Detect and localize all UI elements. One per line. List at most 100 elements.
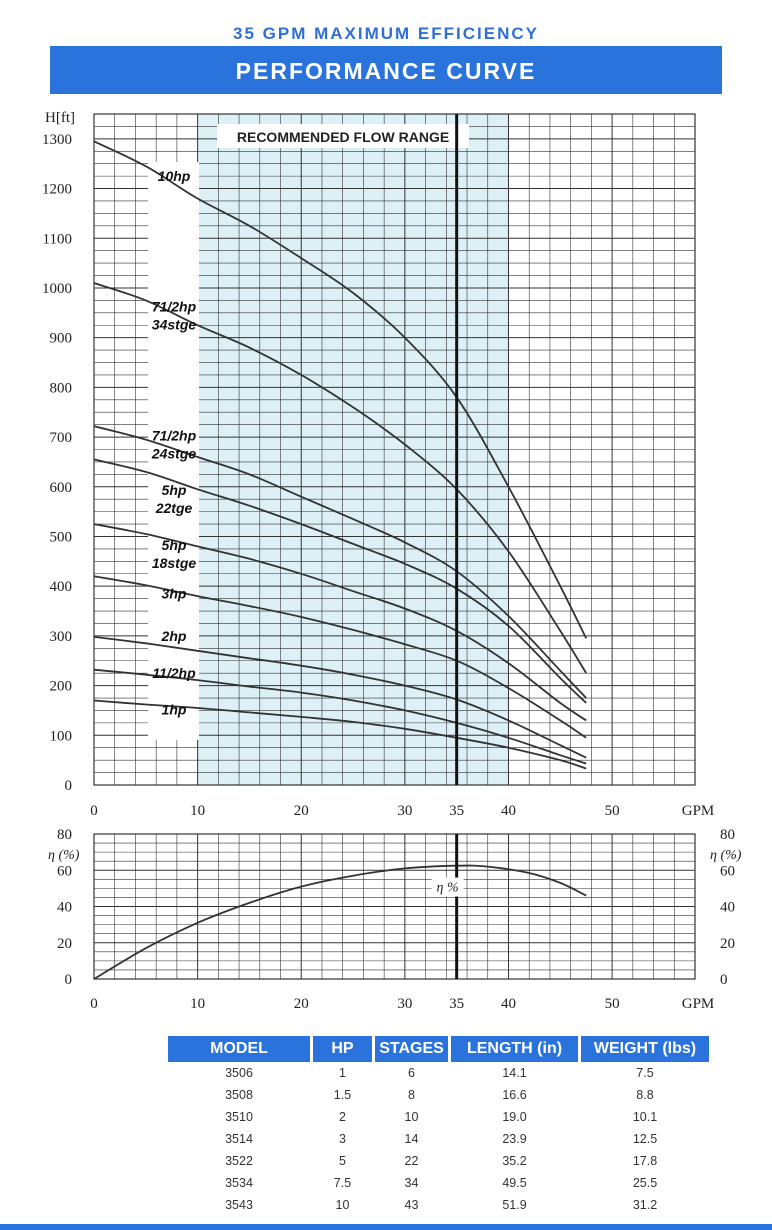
cell-length: 19.0 xyxy=(502,1110,527,1124)
bottom-accent-bar xyxy=(0,1224,772,1230)
eff-y-axis-label-right: η (%) xyxy=(710,848,742,863)
cell-hp: 1 xyxy=(339,1066,346,1080)
eff-x-tick-label: 10 xyxy=(190,996,205,1012)
cell-model: 3510 xyxy=(225,1110,253,1124)
cell-stages: 34 xyxy=(404,1176,419,1190)
curve-label: 71/2hp xyxy=(152,298,197,314)
performance-charts: RECOMMENDED FLOW RANGE 10hp 71/2hp 34stge 71… xyxy=(42,110,742,1012)
y-tick-label: 1300 xyxy=(42,132,72,148)
curve-label: 5hp xyxy=(162,482,187,498)
y-tick-label: 300 xyxy=(50,629,73,645)
cell-weight: 12.5 xyxy=(632,1132,658,1146)
cell-weight: 8.8 xyxy=(636,1088,654,1102)
col-weight-header: WEIGHT (lbs) xyxy=(581,1036,709,1062)
eff-x-axis-label: GPM xyxy=(682,996,715,1012)
x-tick-label: 30 xyxy=(397,803,412,819)
eff-curve-label: η % xyxy=(437,881,459,896)
y-tick-label: 600 xyxy=(50,480,73,496)
col-stages-header: STAGES xyxy=(375,1036,448,1062)
y-tick-label: 800 xyxy=(50,380,73,396)
eff-x-tick-label: 20 xyxy=(294,996,309,1012)
cell-length: 23.9 xyxy=(502,1132,527,1146)
cell-weight: 25.5 xyxy=(632,1176,658,1190)
cell-length: 35.2 xyxy=(502,1154,527,1168)
curve-label: 1hp xyxy=(162,701,187,717)
cell-length: 14.1 xyxy=(502,1066,527,1080)
y-tick-label: 700 xyxy=(50,430,73,446)
eff-y-tick-label-left: 0 xyxy=(65,972,73,988)
x-tick-label: 40 xyxy=(501,803,516,819)
cell-length: 51.9 xyxy=(502,1198,527,1212)
eff-x-tick-label: 30 xyxy=(397,996,412,1012)
y-tick-label: 0 xyxy=(65,778,73,794)
cell-weight: 7.5 xyxy=(636,1066,654,1080)
cell-model: 3534 xyxy=(225,1176,253,1190)
cell-length: 16.6 xyxy=(502,1088,527,1102)
spec-table-header-row: MODEL HP STAGES LENGTH (in) WEIGHT (lbs) xyxy=(168,1036,709,1062)
curve-label: 34stge xyxy=(152,316,197,332)
eff-x-tick-label: 40 xyxy=(501,996,516,1012)
cell-weight: 17.8 xyxy=(632,1154,658,1168)
x-tick-label: 50 xyxy=(605,803,620,819)
cell-stages: 22 xyxy=(404,1154,419,1168)
eff-y-tick-label-right: 80 xyxy=(720,827,735,843)
cell-hp: 3 xyxy=(339,1132,346,1146)
curve-label-column xyxy=(148,162,199,740)
x-tick-label: 0 xyxy=(90,803,98,819)
curve-label: 5hp xyxy=(162,537,187,553)
cell-hp: 1.5 xyxy=(333,1088,352,1102)
eff-y-tick-label-right: 40 xyxy=(720,900,735,916)
y-tick-label: 200 xyxy=(50,679,73,695)
eff-plot-frame xyxy=(93,833,696,980)
cell-stages: 14 xyxy=(404,1132,419,1146)
cell-hp: 2 xyxy=(339,1110,346,1124)
y-tick-label: 900 xyxy=(50,331,73,347)
eff-y-tick-label-right: 20 xyxy=(720,936,735,952)
y-axis-label: H[ft] xyxy=(45,110,75,126)
curve-label: 71/2hp xyxy=(152,428,197,444)
x-axis-label: GPM xyxy=(682,803,715,819)
cell-model: 3506 xyxy=(225,1066,253,1080)
cell-length: 49.5 xyxy=(502,1176,527,1190)
eff-y-tick-label-left: 20 xyxy=(57,936,72,952)
eff-x-tick-label: 50 xyxy=(605,996,620,1012)
cell-stages: 10 xyxy=(404,1110,419,1124)
cell-model: 3508 xyxy=(225,1088,253,1102)
efficiency-curve xyxy=(93,864,587,980)
title-banner: PERFORMANCE CURVE xyxy=(50,46,722,94)
cell-weight: 31.2 xyxy=(632,1198,658,1212)
cell-weight: 10.1 xyxy=(632,1110,658,1124)
range-label: RECOMMENDED FLOW RANGE xyxy=(237,129,449,145)
curve-11-2hp xyxy=(93,668,587,765)
curve-label: 18stge xyxy=(152,555,197,571)
cell-model: 3514 xyxy=(225,1132,253,1146)
table-row: 3506 1 6 14.1 7.5 xyxy=(168,1062,709,1084)
table-row: 3543 10 43 51.9 31.2 xyxy=(168,1194,709,1216)
y-tick-label: 1200 xyxy=(42,182,72,198)
table-row: 3514 3 14 23.9 12.5 xyxy=(168,1128,709,1150)
cell-stages: 8 xyxy=(408,1088,415,1102)
cell-stages: 43 xyxy=(404,1198,419,1212)
range-label-box xyxy=(217,124,470,148)
curve-label: 24stge xyxy=(151,446,197,462)
y-tick-label: 1100 xyxy=(43,231,72,247)
y-tick-label: 1000 xyxy=(42,281,72,297)
chart-subtitle: 35 GPM MAXIMUM EFFICIENCY xyxy=(233,24,539,43)
y-tick-label: 500 xyxy=(50,529,73,545)
curve-5hp-22tge xyxy=(93,458,587,704)
curve-label: 3hp xyxy=(162,586,187,602)
curve-3hp xyxy=(93,575,587,739)
x-tick-label: 35 xyxy=(449,803,464,819)
eff-x-tick-label: 35 xyxy=(449,996,464,1012)
plot-frame xyxy=(93,113,696,786)
eff-x-tick-label: 0 xyxy=(90,996,98,1012)
cell-model: 3543 xyxy=(225,1198,253,1212)
table-row: 3508 1.5 8 16.6 8.8 xyxy=(168,1084,709,1106)
chart-title: PERFORMANCE CURVE xyxy=(235,58,537,84)
curve-label: 10hp xyxy=(158,168,191,184)
table-row: 3510 2 10 19.0 10.1 xyxy=(168,1106,709,1128)
eff-y-tick-label-left: 80 xyxy=(57,827,72,843)
cell-model: 3522 xyxy=(225,1154,253,1168)
curve-10hp xyxy=(93,140,588,639)
curve-71-2hp-24stge xyxy=(93,425,587,699)
